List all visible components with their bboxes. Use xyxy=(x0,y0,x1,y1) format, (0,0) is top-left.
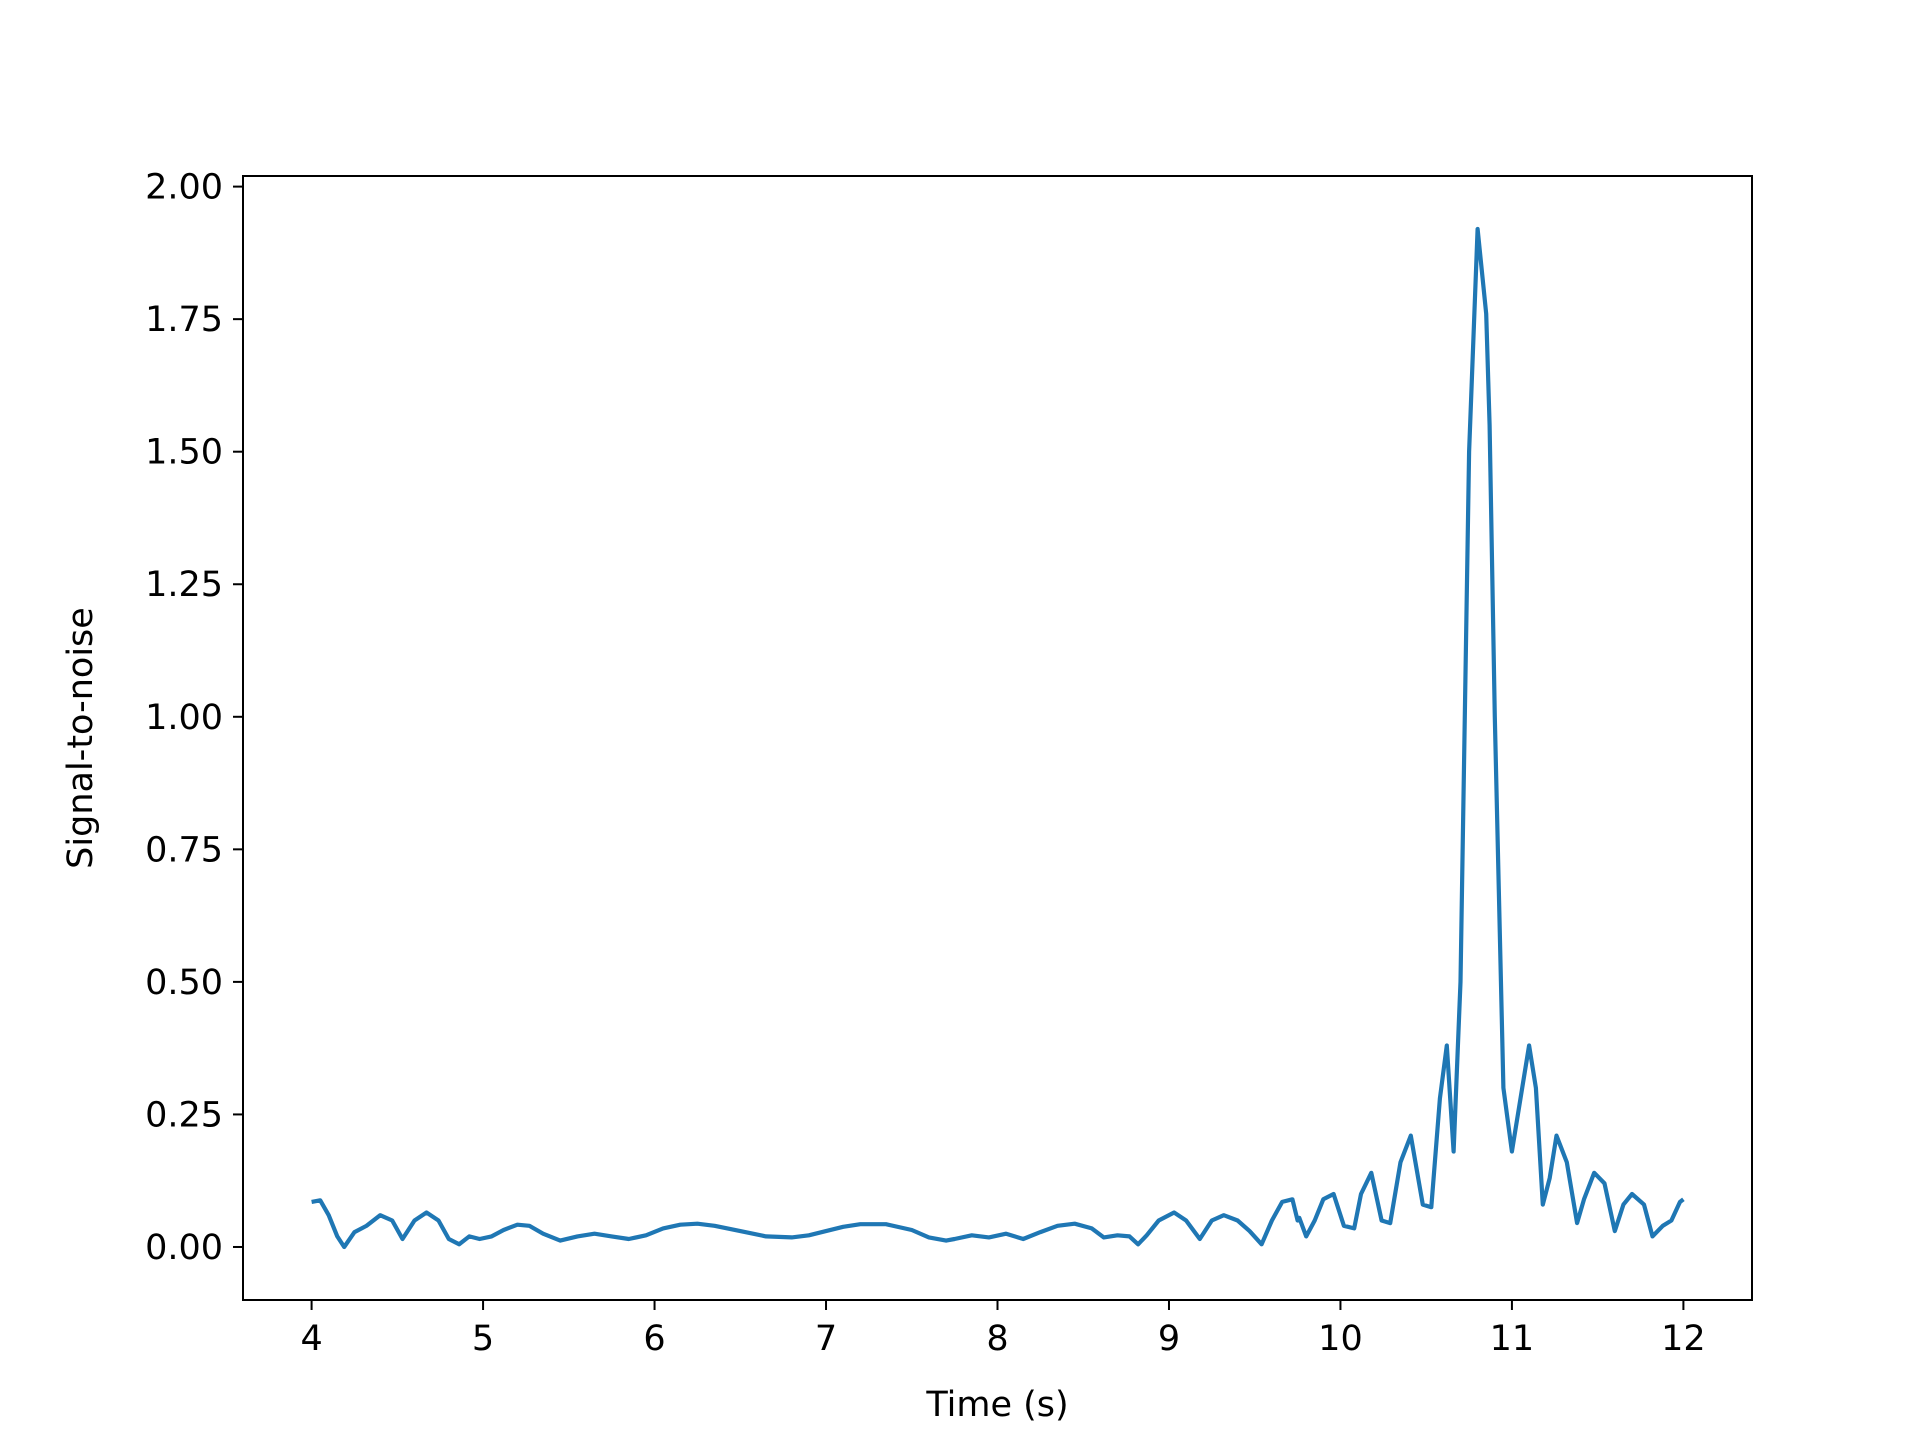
x-axis-ticks: 4 5 6 7 8 9 10 11 12 xyxy=(300,1300,1706,1359)
x-tick-label: 4 xyxy=(300,1319,322,1359)
x-tick-label: 6 xyxy=(643,1319,665,1359)
y-axis-label: Signal-to-noise xyxy=(61,607,101,869)
x-axis-label: Time (s) xyxy=(925,1385,1068,1425)
y-tick-label: 2.00 xyxy=(145,168,223,208)
y-tick-label: 1.50 xyxy=(145,433,223,473)
x-tick-label: 5 xyxy=(472,1319,494,1359)
y-tick-label: 1.25 xyxy=(145,565,223,605)
x-tick-label: 12 xyxy=(1661,1319,1706,1359)
axes-frame xyxy=(242,175,1753,1301)
x-tick-label: 10 xyxy=(1318,1319,1363,1359)
y-tick-label: 1.75 xyxy=(145,300,223,340)
y-tick-label: 0.00 xyxy=(145,1228,223,1268)
y-axis-ticks: 0.00 0.25 0.50 0.75 1.00 1.25 1.50 1.75 2.00 xyxy=(145,168,243,1268)
x-tick-label: 7 xyxy=(815,1319,837,1359)
plot-area xyxy=(311,226,1685,1250)
x-tick-label: 11 xyxy=(1490,1319,1535,1359)
series-line-signal-to-noise xyxy=(311,226,1685,1250)
y-tick-label: 1.00 xyxy=(145,698,223,738)
y-tick-label: 0.25 xyxy=(145,1095,223,1135)
y-tick-label: 0.50 xyxy=(145,963,223,1003)
x-tick-label: 9 xyxy=(1158,1319,1180,1359)
x-tick-label: 8 xyxy=(986,1319,1008,1359)
y-tick-label: 0.75 xyxy=(145,830,223,870)
